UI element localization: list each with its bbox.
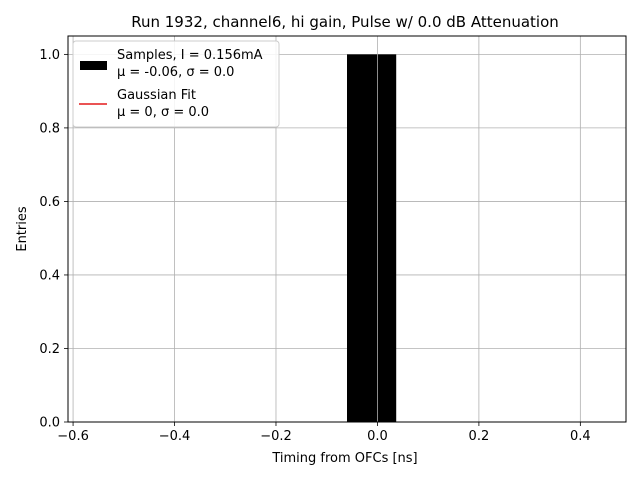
y-tick-label: 0.0 xyxy=(39,416,60,431)
y-tick-label: 0.6 xyxy=(39,195,60,210)
x-axis-label: Timing from OFCs [ns] xyxy=(271,451,417,466)
x-tick-label: 0.4 xyxy=(570,429,591,444)
legend-box xyxy=(72,40,280,128)
legend-fit-label: Gaussian Fit xyxy=(117,88,196,103)
legend: Samples, I = 0.156mA μ = -0.06, σ = 0.0 … xyxy=(72,40,280,128)
x-axis: −0.6 −0.4 −0.2 0.0 0.2 0.4 xyxy=(57,422,591,444)
legend-samples-stats: μ = -0.06, σ = 0.0 xyxy=(117,65,234,80)
y-tick-label: 1.0 xyxy=(39,48,60,63)
histogram-bar xyxy=(347,54,397,422)
x-tick-label: −0.6 xyxy=(57,429,89,444)
chart-title: Run 1932, channel6, hi gain, Pulse w/ 0.… xyxy=(131,13,559,31)
y-axis: 0.0 0.2 0.4 0.6 0.8 1.0 xyxy=(39,48,68,431)
y-tick-label: 0.4 xyxy=(39,268,60,283)
x-tick-label: −0.2 xyxy=(260,429,292,444)
y-tick-label: 0.8 xyxy=(39,121,60,136)
bars xyxy=(347,54,397,422)
legend-samples-swatch xyxy=(80,61,107,70)
y-axis-label: Entries xyxy=(15,206,30,252)
x-tick-label: 0.0 xyxy=(367,429,388,444)
x-tick-label: 0.2 xyxy=(469,429,490,444)
legend-fit-stats: μ = 0, σ = 0.0 xyxy=(117,105,209,120)
plot-frame xyxy=(67,35,627,423)
y-tick-label: 0.2 xyxy=(39,342,60,357)
legend-samples-label: Samples, I = 0.156mA xyxy=(117,48,263,63)
x-tick-label: −0.4 xyxy=(159,429,191,444)
